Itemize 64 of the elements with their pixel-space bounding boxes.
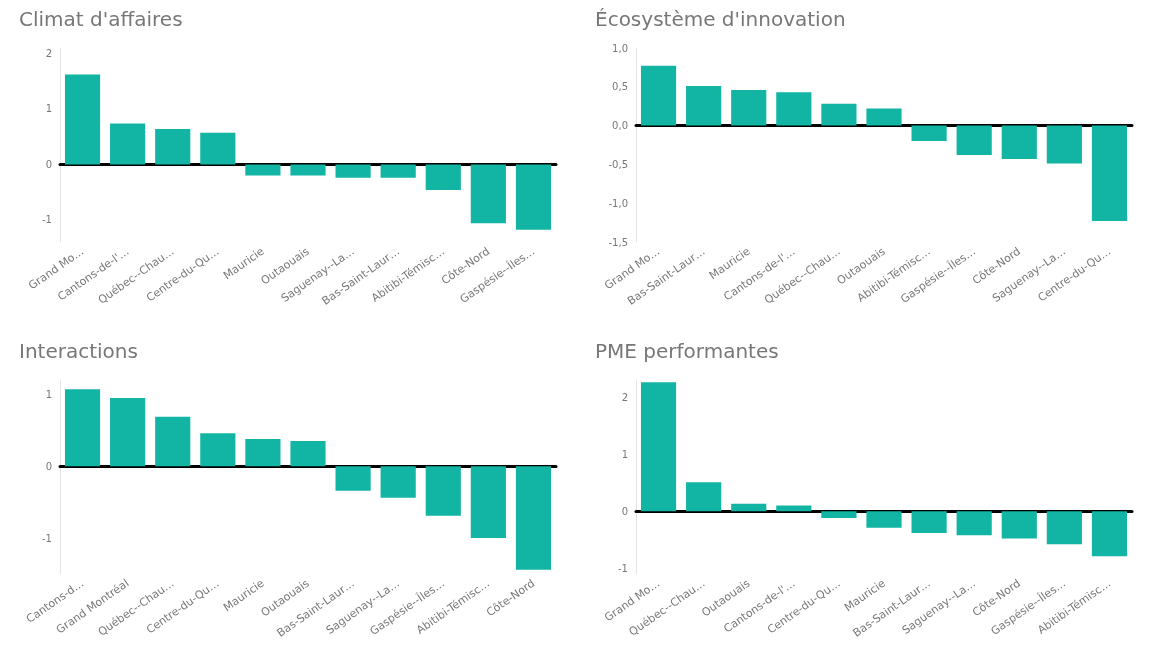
bar bbox=[866, 108, 902, 126]
bar bbox=[110, 397, 146, 466]
y-tick-label: -1 bbox=[42, 214, 52, 226]
bar bbox=[686, 86, 722, 126]
bar bbox=[155, 416, 191, 466]
bar bbox=[821, 510, 857, 518]
bar bbox=[155, 128, 191, 165]
chart-title: Interactions bbox=[19, 338, 138, 363]
bar bbox=[245, 438, 281, 466]
bar bbox=[911, 125, 947, 142]
y-tick-label: 0,0 bbox=[612, 120, 628, 132]
bar bbox=[380, 465, 416, 498]
y-tick-label: -1,5 bbox=[608, 236, 628, 248]
y-tick-label: 0,5 bbox=[612, 81, 628, 93]
bar bbox=[731, 89, 767, 126]
bar bbox=[821, 103, 857, 126]
y-tick-label: -1,0 bbox=[608, 197, 628, 209]
bar bbox=[776, 92, 812, 126]
bar bbox=[911, 510, 947, 533]
bar bbox=[956, 125, 992, 156]
bar bbox=[425, 164, 461, 190]
bar bbox=[64, 388, 101, 466]
chart-title: Écosystème d'innovation bbox=[595, 7, 846, 31]
bar bbox=[470, 164, 506, 224]
bar bbox=[200, 132, 236, 165]
bar bbox=[1091, 125, 1128, 222]
y-tick-label: 0 bbox=[45, 460, 52, 472]
y-tick-label: 0 bbox=[621, 505, 628, 517]
bar bbox=[640, 381, 677, 511]
bar bbox=[200, 432, 236, 466]
bar bbox=[640, 65, 677, 126]
bar bbox=[515, 465, 552, 570]
bar bbox=[1001, 510, 1037, 539]
y-tick-label: 2 bbox=[621, 391, 628, 403]
bar bbox=[515, 164, 552, 230]
bar bbox=[1046, 510, 1082, 544]
bar bbox=[731, 503, 767, 511]
bar bbox=[64, 74, 101, 165]
bar bbox=[335, 465, 371, 491]
bar bbox=[335, 164, 371, 178]
bar bbox=[290, 164, 326, 176]
bar bbox=[1046, 125, 1082, 164]
y-tick-label: 1 bbox=[621, 448, 628, 460]
chart-title: PME performantes bbox=[595, 338, 779, 363]
bar bbox=[1001, 125, 1037, 159]
y-tick-label: -0,5 bbox=[608, 158, 628, 170]
bar bbox=[110, 123, 146, 165]
bar bbox=[245, 164, 281, 176]
bar bbox=[380, 164, 416, 178]
bar bbox=[425, 465, 461, 516]
y-tick-label: 1 bbox=[45, 388, 52, 400]
y-tick-label: 2 bbox=[45, 48, 52, 60]
bar bbox=[956, 510, 992, 535]
y-tick-label: -1 bbox=[42, 532, 52, 544]
bar bbox=[1091, 510, 1128, 556]
y-tick-label: 1 bbox=[45, 103, 52, 115]
bar bbox=[290, 440, 326, 466]
y-tick-label: 0 bbox=[45, 158, 52, 170]
bar bbox=[866, 510, 902, 528]
chart-title: Climat d'affaires bbox=[19, 7, 183, 31]
y-tick-label: 1,0 bbox=[612, 42, 628, 54]
y-tick-label: -1 bbox=[618, 562, 628, 574]
bar bbox=[470, 465, 506, 538]
bar bbox=[686, 481, 722, 511]
